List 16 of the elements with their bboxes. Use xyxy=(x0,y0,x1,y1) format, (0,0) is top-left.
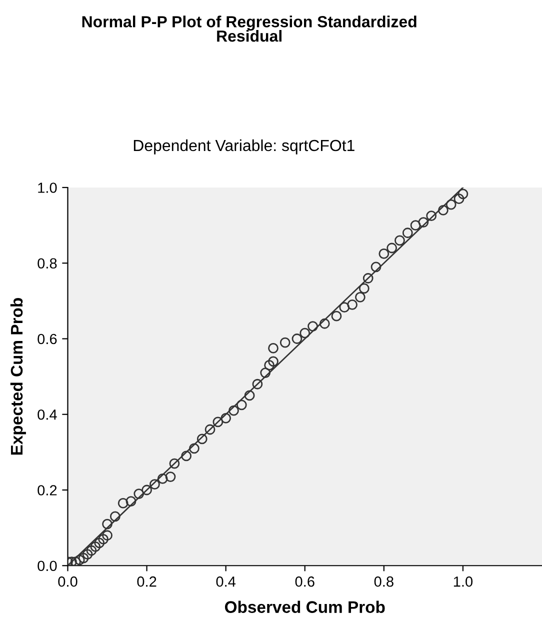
x-tick-label: 0.8 xyxy=(374,576,394,587)
y-tick-label: 0.6 xyxy=(38,334,57,344)
x-axis-title: Observed Cum Prob xyxy=(224,600,385,613)
chart-title: Normal P-P Plot of Regression Standardized Residual xyxy=(82,16,416,42)
y-tick-label: 1.0 xyxy=(38,182,57,193)
x-tick-label: 1.0 xyxy=(454,576,473,587)
x-tick-label: 0.6 xyxy=(295,576,314,587)
chart-subtitle: Dependent Variable: sqrtCFOt1 xyxy=(134,139,354,154)
y-tick-label: 0.2 xyxy=(38,485,57,496)
x-tick-label: 0.2 xyxy=(137,576,156,587)
y-tick-label: 0.4 xyxy=(38,409,57,420)
y-tick-label: 0.0 xyxy=(38,560,57,572)
y-axis-title: Expected Cum Prob xyxy=(10,298,26,455)
y-tick-label: 0.8 xyxy=(38,258,57,269)
x-tick-label: 0.4 xyxy=(216,576,236,587)
x-tick-label: 0.0 xyxy=(58,576,78,587)
